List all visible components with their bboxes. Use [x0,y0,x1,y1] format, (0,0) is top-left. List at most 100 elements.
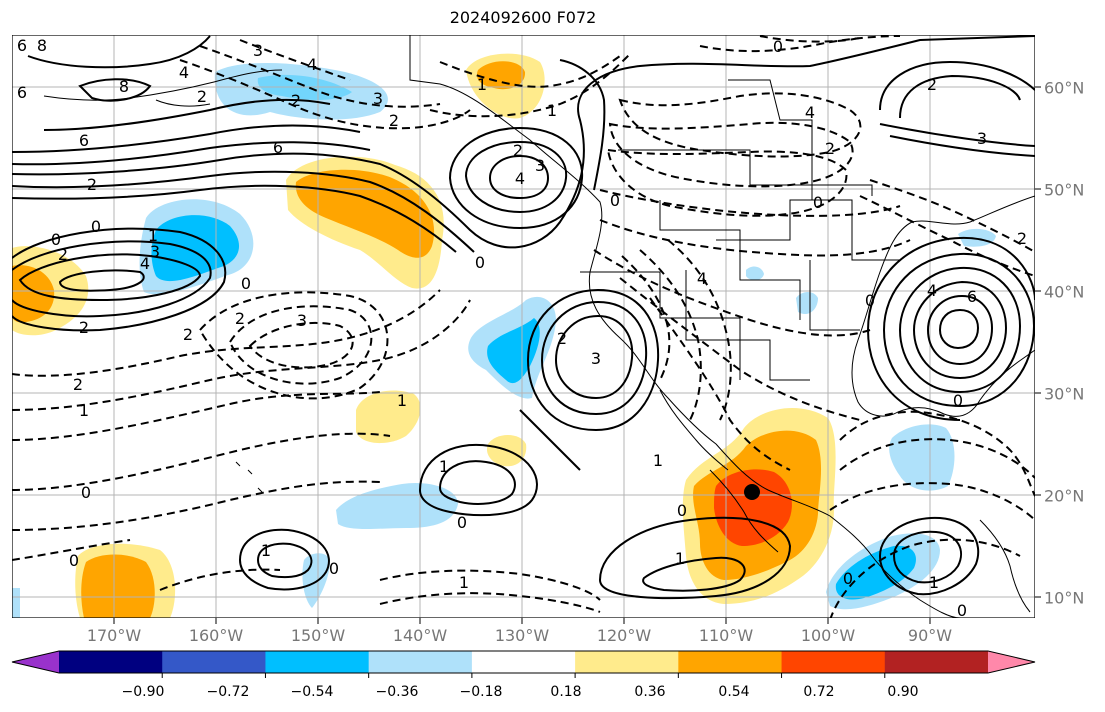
colorbar-tick-label: 0.36 [634,684,666,700]
contour-label: 2 [197,87,207,106]
map-title: 2024092600 F072 [449,8,597,27]
contour-label: 3 [253,41,263,60]
axis-ticks [113,86,1041,624]
colorbar-tick-label: −0.18 [459,684,503,700]
contour-label: 0 [457,513,467,532]
contour-label: 1 [148,226,158,245]
contour-label: 0 [69,551,79,570]
lon-label-150w: 150°W [290,626,346,645]
colorbar-segment [162,651,266,673]
contour-label: 1 [261,541,271,560]
contour-label: 2 [291,91,301,110]
contour-label: 1 [459,573,469,592]
colorbar-tick-label: −0.90 [121,684,165,700]
contour-label: 0 [953,391,963,410]
contour-label: 3 [591,349,601,368]
contour-label: 1 [477,75,487,94]
contour-label: 0 [475,253,485,272]
contour-label: 2 [513,141,523,160]
lon-label-130w: 130°W [494,626,550,645]
contour-label: 4 [697,269,707,288]
contour-label: 4 [179,63,189,82]
contour-label: 6 [17,36,27,55]
contour-label: 2 [87,175,97,194]
contour-label: 2 [79,318,89,337]
storm-center-marker [744,484,760,500]
colorbar-segment [678,651,783,673]
colorbar-tick-label: −0.54 [290,684,334,700]
contour-label: 3 [535,156,545,175]
contour-label: 0 [91,217,101,236]
lat-label-10n: 10°N [1044,588,1085,608]
contour-label: 3 [977,129,987,148]
contour-label: 0 [865,291,875,310]
contour-label: 0 [610,191,620,210]
contour-label: 2 [389,111,399,130]
lat-label-40n: 40°N [1044,282,1085,302]
contour-label: 1 [929,573,939,592]
lat-label-30n: 30°N [1044,384,1085,404]
contour-label: 0 [843,569,853,588]
contour-label: 0 [241,274,251,293]
lon-label-120w: 120°W [596,626,652,645]
contour-label: 1 [547,101,557,120]
coastlines [43,35,1035,618]
colorbar [11,650,1036,678]
colorbar-segment [575,651,679,673]
contour-label: 0 [51,230,61,249]
colorbar-tick-label: 0.72 [803,684,835,700]
contour-label: 1 [653,451,663,470]
colorbar-segment [265,651,370,673]
contour-label: 4 [927,281,937,300]
contour-label: 3 [297,311,307,330]
colorbar-tick-label: −0.72 [206,684,250,700]
lat-label-20n: 20°N [1044,486,1085,506]
contour-label: 0 [81,483,91,502]
contour-label: 2 [927,75,937,94]
contour-label: 3 [373,89,383,108]
contour-label: 0 [329,559,339,578]
colorbar-segment [471,651,576,673]
contour-label: 2 [557,329,567,348]
lon-label-90w: 90°W [907,626,953,645]
lon-label-110w: 110°W [698,626,754,645]
colorbar-tick-label: 0.18 [550,684,582,700]
colorbar-extend-max [988,651,1035,673]
colorbar-tick-label: −0.36 [375,684,419,700]
contour-label: 1 [397,391,407,410]
contour-label: 2 [1017,229,1027,248]
lat-label-50n: 50°N [1044,180,1085,200]
contour-label: 0 [957,601,967,620]
lat-label-60n: 60°N [1044,78,1085,98]
contour-label: 4 [307,55,317,74]
contour-label: 2 [183,325,193,344]
contour-label: 6 [967,287,977,306]
colorbar-segment [781,651,886,673]
negative-contours [12,35,1035,618]
colorbar-extend-min [12,651,59,673]
contour-label: 8 [119,77,129,96]
contour-label: 6 [273,138,283,157]
contour-label: 0 [773,37,783,56]
contour-label: 1 [675,549,685,568]
contour-label: 2 [825,139,835,158]
contour-label: 0 [813,193,823,212]
colorbar-tick-label: 0.54 [718,684,750,700]
contour-label: 4 [805,103,815,122]
colorbar-segment [368,651,473,673]
contour-label: 4 [515,169,525,188]
positive-contours [12,35,1035,600]
contour-label: 2 [235,309,245,328]
contour-label: 6 [79,131,89,150]
contour-label: 8 [37,36,47,55]
lon-label-160w: 160°W [188,626,244,645]
contour-label: 0 [677,501,687,520]
contour-label: 1 [79,401,89,420]
contour-label: 2 [58,245,68,264]
contour-label: 4 [140,254,150,273]
lon-label-100w: 100°W [800,626,856,645]
colorbar-segment [884,651,989,673]
colorbar-tick-label: 0.90 [887,684,919,700]
